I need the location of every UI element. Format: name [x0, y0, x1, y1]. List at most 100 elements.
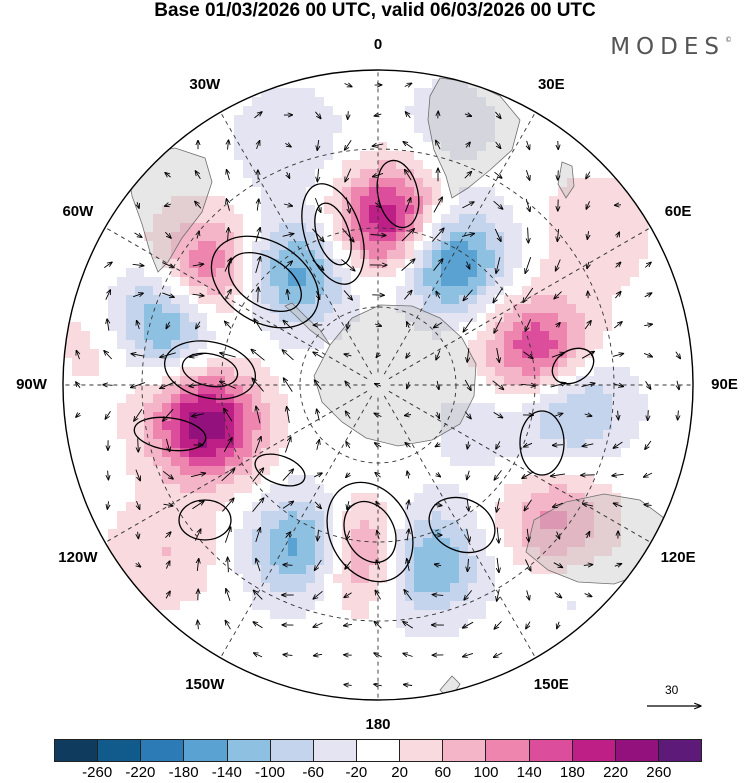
field-cell [288, 79, 298, 89]
wind-vector [407, 472, 409, 479]
field-cell [423, 196, 433, 206]
field-cell [369, 529, 379, 539]
field-cell [468, 349, 478, 359]
field-cell [261, 439, 271, 449]
field-cell [603, 232, 613, 242]
field-cell [486, 403, 496, 413]
field-cell [126, 268, 136, 278]
field-cell [585, 259, 595, 269]
field-cell [72, 403, 82, 413]
field-cell [261, 583, 271, 593]
field-cell [585, 205, 595, 215]
field-cell [414, 79, 424, 89]
field-cell [531, 124, 541, 134]
field-cell [387, 664, 397, 674]
field-cell [630, 304, 640, 314]
field-cell [468, 529, 478, 539]
field-cell [216, 295, 226, 305]
field-cell [108, 394, 118, 404]
field-cell [315, 385, 325, 395]
field-cell [207, 619, 217, 629]
field-cell [243, 619, 253, 629]
field-cell [108, 403, 118, 413]
field-cell [81, 295, 91, 305]
field-cell [441, 583, 451, 593]
field-cell [495, 430, 505, 440]
field-cell [369, 484, 379, 494]
field-cell [270, 268, 280, 278]
field-cell [396, 430, 406, 440]
field-cell [576, 421, 586, 431]
field-cell [450, 205, 460, 215]
field-cell [117, 466, 127, 476]
field-cell [558, 142, 568, 152]
field-cell [540, 151, 550, 161]
field-cell [225, 439, 235, 449]
field-cell [513, 313, 523, 323]
meridian-line [383, 111, 536, 375]
field-cell [315, 151, 325, 161]
field-cell [180, 196, 190, 206]
field-cell [324, 322, 334, 332]
field-cell [558, 565, 568, 575]
field-cell [99, 511, 109, 521]
wind-vector [132, 264, 144, 265]
field-cell [207, 124, 217, 134]
field-cell [468, 574, 478, 584]
field-cell [432, 646, 442, 656]
field-cell [594, 169, 604, 179]
field-cell [216, 547, 226, 557]
field-cell [351, 673, 361, 683]
field-cell [234, 214, 244, 224]
field-cell [387, 331, 397, 341]
field-cell [666, 250, 676, 260]
field-cell [72, 322, 82, 332]
field-cell [585, 385, 595, 395]
field-cell [144, 232, 154, 242]
field-cell [234, 277, 244, 287]
field-cell [576, 214, 586, 224]
field-cell [180, 151, 190, 161]
field-cell [180, 358, 190, 368]
field-cell [540, 106, 550, 116]
field-cell [495, 349, 505, 359]
field-cell [657, 511, 667, 521]
field-cell [279, 439, 289, 449]
field-cell [423, 232, 433, 242]
field-cell [99, 358, 109, 368]
field-cell [459, 556, 469, 566]
field-cell [324, 538, 334, 548]
field-cell [234, 538, 244, 548]
wind-vector [433, 595, 444, 596]
field-cell [225, 151, 235, 161]
field-cell [315, 79, 325, 89]
field-cell [441, 466, 451, 476]
field-cell [423, 385, 433, 395]
field-cell [369, 250, 379, 260]
field-cell [279, 142, 289, 152]
field-cell [540, 340, 550, 350]
field-cell [486, 610, 496, 620]
field-cell [576, 610, 586, 620]
field-cell [531, 493, 541, 503]
field-cell [666, 448, 676, 458]
field-cell [189, 511, 199, 521]
field-cell [585, 187, 595, 197]
field-cell [306, 664, 316, 674]
field-cell [360, 124, 370, 134]
field-cell [342, 637, 352, 647]
field-cell [504, 133, 514, 143]
field-cell [405, 619, 415, 629]
field-cell [639, 196, 649, 206]
field-cell [288, 529, 298, 539]
field-cell [441, 493, 451, 503]
field-cell [387, 457, 397, 467]
field-cell [441, 313, 451, 323]
field-cell [675, 430, 685, 440]
wind-vector [437, 380, 439, 389]
field-cell [324, 70, 334, 80]
field-cell [441, 394, 451, 404]
field-cell [144, 448, 154, 458]
wind-vector [284, 655, 293, 656]
field-cell [324, 124, 334, 134]
